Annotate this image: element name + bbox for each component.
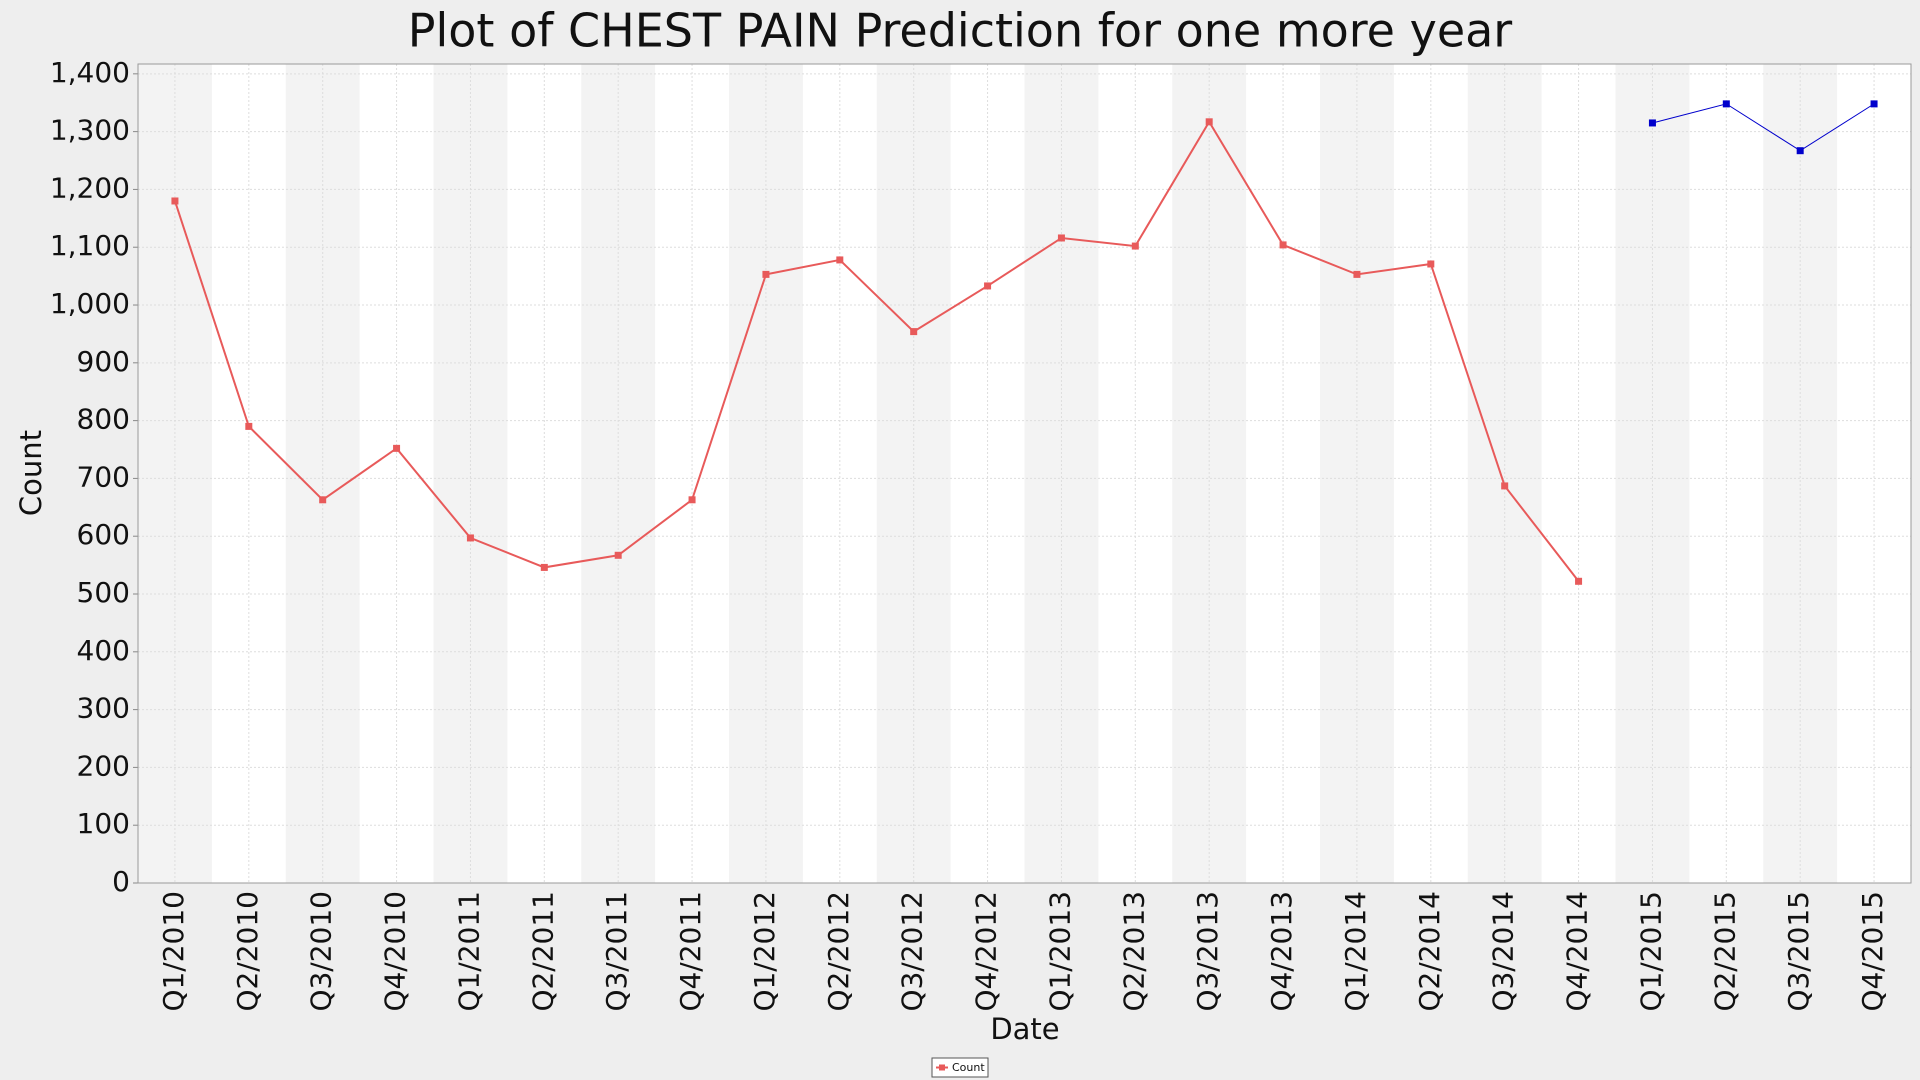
- x-tick-label: Q4/2010: [379, 891, 412, 1012]
- point: [245, 422, 253, 430]
- point: [1870, 100, 1878, 108]
- point: [1131, 242, 1139, 250]
- x-tick-label: Q2/2011: [526, 891, 559, 1012]
- point: [1501, 482, 1509, 490]
- x-tick-label: Q2/2015: [1708, 891, 1741, 1012]
- point: [1353, 270, 1361, 278]
- y-tick-label: 800: [77, 403, 130, 436]
- point: [171, 197, 179, 205]
- point: [1279, 241, 1287, 249]
- y-tick-label: 500: [77, 576, 130, 609]
- chart-title: Plot of CHEST PAIN Prediction for one mo…: [408, 4, 1513, 58]
- point: [1796, 147, 1804, 155]
- x-tick-label: Q2/2010: [231, 891, 264, 1012]
- y-tick-label: 1,200: [50, 171, 130, 204]
- y-tick-label: 1,400: [50, 56, 130, 89]
- point: [1205, 118, 1213, 126]
- x-tick-label: Q4/2015: [1856, 891, 1889, 1012]
- x-tick-label: Q1/2014: [1339, 891, 1372, 1012]
- x-tick-label: Q4/2011: [674, 891, 707, 1012]
- y-tick-label: 1,300: [50, 114, 130, 147]
- point: [836, 256, 844, 264]
- x-tick-label: Q4/2013: [1265, 891, 1298, 1012]
- y-tick-label: 0: [112, 865, 130, 898]
- point: [1427, 260, 1435, 268]
- point: [614, 551, 622, 559]
- plot-border: [137, 63, 1912, 884]
- x-tick-label: Q3/2014: [1487, 891, 1520, 1012]
- x-tick-label: Q3/2012: [896, 891, 929, 1012]
- series-line: [1652, 103, 1875, 152]
- point: [1648, 119, 1656, 127]
- y-tick-label: 300: [77, 692, 130, 725]
- x-tick-label: Q3/2011: [600, 891, 633, 1012]
- point: [319, 496, 327, 504]
- y-tick-label: 200: [77, 749, 130, 782]
- point: [1722, 100, 1730, 108]
- series-line: [173, 119, 1580, 582]
- x-tick-label: Q1/2010: [157, 891, 190, 1012]
- x-tick-label: Q3/2013: [1191, 891, 1224, 1012]
- x-tick-label: Q2/2013: [1117, 891, 1150, 1012]
- point: [910, 328, 918, 336]
- x-tick-label: Q4/2014: [1561, 891, 1594, 1012]
- y-tick-label: 600: [77, 518, 130, 551]
- x-tick-label: Q3/2015: [1782, 891, 1815, 1012]
- x-tick-label: Q1/2012: [748, 891, 781, 1012]
- y-tick-label: 100: [77, 807, 130, 840]
- point: [762, 270, 770, 278]
- y-tick-label: 1,000: [50, 287, 130, 320]
- y-tick-label: 700: [77, 460, 130, 493]
- legend-marker: [939, 1064, 945, 1071]
- point: [540, 563, 548, 571]
- legend-box: [931, 1057, 989, 1078]
- x-tick-label: Q3/2010: [305, 891, 338, 1012]
- x-tick-label: Q2/2012: [822, 891, 855, 1012]
- x-tick-label: Q1/2015: [1634, 891, 1667, 1012]
- point: [393, 444, 401, 452]
- y-tick-label: 900: [77, 345, 130, 378]
- x-tick-label: Q4/2012: [970, 891, 1003, 1012]
- y-axis-label: Count: [14, 430, 48, 516]
- point: [984, 282, 992, 290]
- x-tick-label: Q1/2011: [452, 891, 485, 1012]
- x-tick-label: Q2/2014: [1413, 891, 1446, 1012]
- point: [1057, 234, 1065, 242]
- x-axis-label: Date: [990, 1012, 1059, 1046]
- point: [466, 534, 474, 542]
- point: [688, 496, 696, 504]
- y-tick-label: 1,100: [50, 229, 130, 262]
- y-tick-label: 400: [77, 634, 130, 667]
- point: [1575, 577, 1583, 585]
- legend-label: Count: [952, 1061, 985, 1074]
- x-tick-label: Q1/2013: [1043, 891, 1076, 1012]
